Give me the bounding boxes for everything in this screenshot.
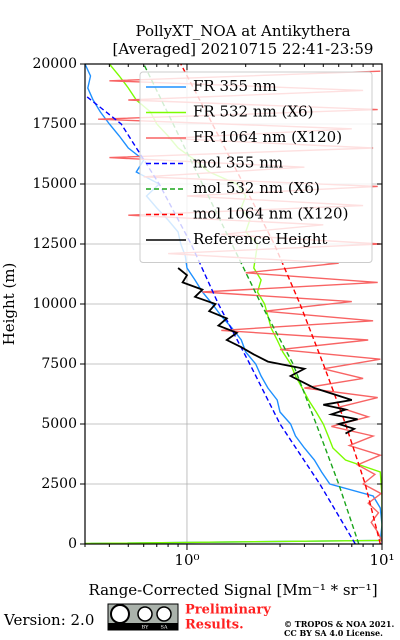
y-tick-label: 12500 bbox=[32, 236, 77, 252]
y-tick-label: 5000 bbox=[41, 416, 77, 432]
y-tick-label: 17500 bbox=[32, 116, 77, 132]
copyright: © TROPOS & NOA 2021. bbox=[284, 619, 394, 629]
version: Version: 2.0 bbox=[3, 611, 94, 629]
sa-icon bbox=[156, 606, 172, 622]
series-line bbox=[180, 64, 381, 544]
y-tick-label: 20000 bbox=[32, 56, 77, 72]
notice: Results. bbox=[185, 618, 244, 633]
legend-label: mol 355 nm bbox=[193, 154, 283, 172]
legend-label: mol 532 nm (X6) bbox=[193, 179, 320, 197]
notice: Preliminary bbox=[185, 603, 271, 618]
series-line bbox=[85, 94, 356, 544]
series-line bbox=[85, 64, 382, 544]
y-tick-label: 7500 bbox=[41, 356, 77, 372]
legend-label: FR 355 nm bbox=[193, 77, 277, 95]
license-badge: BY SA bbox=[107, 603, 179, 631]
legend-label: mol 1064 nm (X120) bbox=[193, 205, 348, 223]
series-line bbox=[143, 64, 360, 544]
y-tick-label: 2500 bbox=[41, 476, 77, 492]
cc-icon bbox=[110, 604, 130, 624]
y-tick-label: 0 bbox=[68, 536, 77, 552]
copyright: CC BY SA 4.0 License. bbox=[284, 628, 383, 638]
y-axis-label: Height (m) bbox=[0, 263, 18, 346]
x-tick-label: 10¹ bbox=[369, 551, 394, 569]
chart-title: PollyXT_NOA at Antikythera bbox=[135, 22, 350, 40]
series-line bbox=[177, 267, 358, 435]
x-axis-label: Range-Corrected Signal [Mm⁻¹ * sr⁻¹] bbox=[88, 581, 377, 599]
by-icon bbox=[137, 606, 153, 622]
legend-label: FR 532 nm (X6) bbox=[193, 103, 313, 121]
chart-subtitle: [Averaged] 20210715 22:41-23:59 bbox=[113, 40, 374, 58]
badge-text: SA bbox=[160, 625, 167, 631]
legend-label: FR 1064 nm (X120) bbox=[193, 128, 342, 146]
y-tick-label: 10000 bbox=[32, 296, 77, 312]
y-tick-label: 15000 bbox=[32, 176, 77, 192]
badge-text: BY bbox=[142, 625, 150, 631]
badge-strip bbox=[108, 623, 178, 630]
x-tick-label: 10⁰ bbox=[174, 551, 199, 569]
legend-label: Reference Height bbox=[193, 230, 327, 248]
legend-box bbox=[139, 71, 373, 263]
